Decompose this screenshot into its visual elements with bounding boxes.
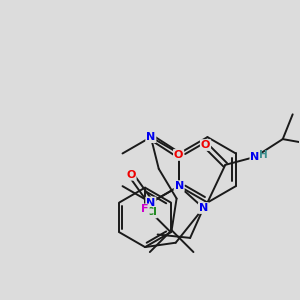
Text: O: O (126, 170, 136, 180)
Text: O: O (174, 150, 183, 160)
Text: N: N (199, 203, 208, 213)
Text: Cl: Cl (145, 207, 157, 218)
Text: H: H (259, 150, 267, 160)
Text: F: F (141, 204, 149, 214)
Text: O: O (201, 140, 210, 150)
Text: N: N (146, 197, 155, 208)
Text: N: N (250, 152, 260, 162)
Text: N: N (175, 181, 184, 191)
Text: N: N (146, 132, 155, 142)
